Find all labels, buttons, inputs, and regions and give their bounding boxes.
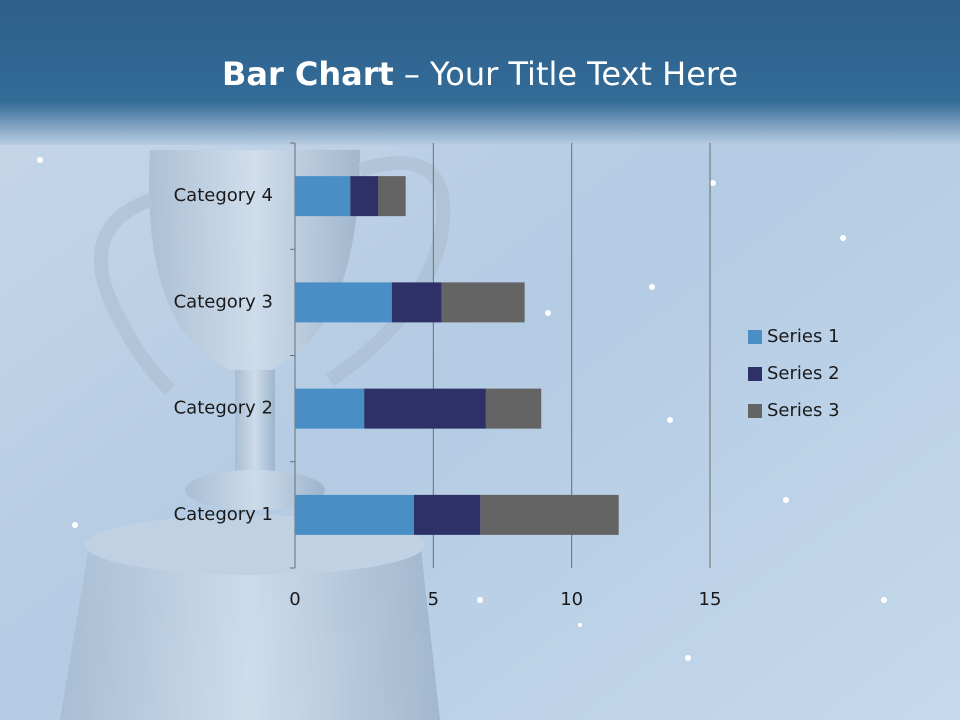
- bar-segment: [350, 176, 378, 217]
- y-tick-label: Category 3: [174, 291, 273, 312]
- bar-segment: [295, 388, 365, 429]
- legend-swatch: [748, 404, 762, 418]
- bar-segment: [295, 282, 392, 323]
- legend-label: Series 3: [767, 400, 840, 421]
- legend-label: Series 1: [767, 326, 840, 347]
- bar-segment: [295, 176, 351, 217]
- bar-segment: [485, 388, 542, 429]
- y-tick-label: Category 2: [174, 398, 273, 419]
- x-tick-label: 15: [699, 589, 722, 610]
- x-tick-label: 0: [289, 589, 300, 610]
- legend-swatch: [748, 367, 762, 381]
- legend-label: Series 2: [767, 363, 840, 384]
- bar-segment: [364, 388, 486, 429]
- bar-segment: [480, 494, 619, 535]
- y-tick-label: Category 4: [174, 185, 273, 206]
- title-bold: Bar Chart: [222, 55, 394, 93]
- bar-segment: [413, 494, 481, 535]
- x-tick-label: 5: [428, 589, 439, 610]
- chart-title: Bar Chart – Your Title Text Here: [222, 55, 738, 93]
- y-tick-label: Category 1: [174, 504, 273, 525]
- bar-segment: [378, 176, 406, 217]
- x-tick-label: 10: [560, 589, 583, 610]
- bar-segment: [295, 494, 414, 535]
- title-rest: – Your Title Text Here: [404, 55, 738, 93]
- bar-segment: [441, 282, 525, 323]
- legend-swatch: [748, 330, 762, 344]
- header-band: [0, 0, 960, 145]
- bar-segment: [391, 282, 442, 323]
- sparkles: [37, 157, 887, 661]
